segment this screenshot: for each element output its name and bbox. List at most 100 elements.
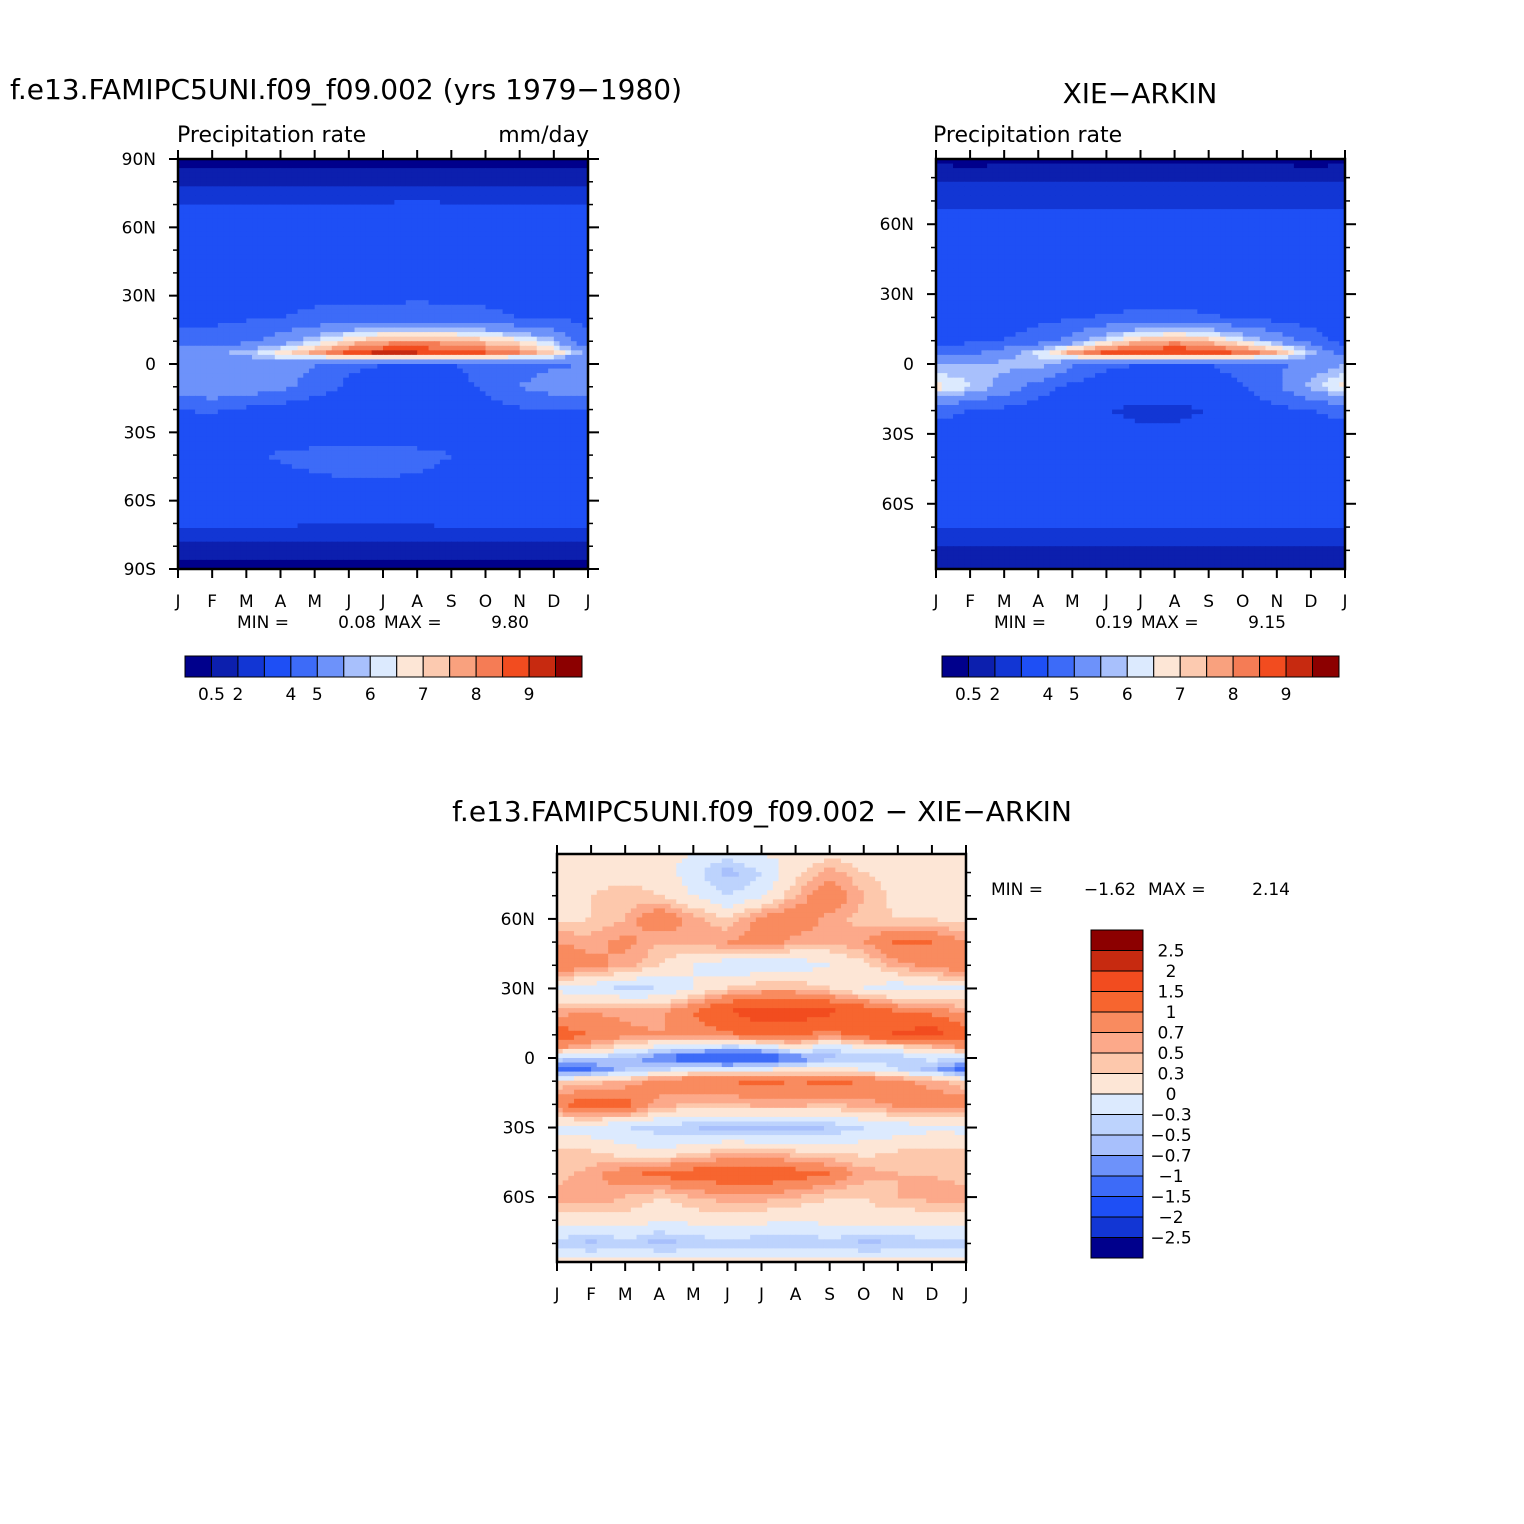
- contour-cell: [218, 291, 224, 296]
- contour-cell: [406, 305, 412, 310]
- contour-cell: [571, 305, 577, 310]
- contour-cell: [258, 268, 264, 273]
- contour-cell: [212, 309, 218, 314]
- contour-cell: [434, 300, 440, 305]
- contour-cell: [337, 209, 343, 214]
- contour-cell: [480, 255, 486, 260]
- contour-cell: [377, 214, 383, 219]
- contour-cell: [457, 305, 463, 310]
- contour-cell: [480, 250, 486, 255]
- contour-cell: [560, 168, 566, 173]
- contour-cell: [275, 209, 281, 214]
- contour-cell: [315, 218, 321, 223]
- contour-cell: [389, 214, 395, 219]
- contour-cell: [372, 173, 378, 178]
- contour-cell: [560, 173, 566, 178]
- contour-cell: [263, 246, 269, 251]
- contour-cell: [571, 255, 577, 260]
- contour-cell: [241, 246, 247, 251]
- contour-cell: [577, 200, 583, 205]
- contour-cell: [212, 268, 218, 273]
- contour-cell: [184, 168, 190, 173]
- contour-cell: [292, 177, 298, 182]
- contour-cell: [491, 300, 497, 305]
- contour-cell: [457, 246, 463, 251]
- contour-cell: [423, 177, 429, 182]
- contour-cell: [355, 305, 361, 310]
- contour-cell: [434, 200, 440, 205]
- contour-cell: [542, 300, 548, 305]
- contour-cell: [360, 241, 366, 246]
- contour-cell: [320, 273, 326, 278]
- contour-cell: [224, 246, 230, 251]
- contour-cell: [423, 309, 429, 314]
- contour-cell: [303, 205, 309, 210]
- contour-cell: [343, 296, 349, 301]
- contour-cell: [252, 305, 258, 310]
- contour-cell: [383, 282, 389, 287]
- contour-cell: [355, 268, 361, 273]
- contour-cell: [434, 309, 440, 314]
- contour-cell: [463, 218, 469, 223]
- contour-cell: [565, 186, 571, 191]
- contour-cell: [349, 305, 355, 310]
- contour-cell: [417, 305, 423, 310]
- contour-cell: [571, 173, 577, 178]
- contour-cell: [320, 182, 326, 187]
- contour-cell: [241, 200, 247, 205]
- contour-cell: [218, 241, 224, 246]
- contour-cell: [195, 205, 201, 210]
- contour-cell: [298, 223, 304, 228]
- contour-cell: [212, 200, 218, 205]
- contour-cell: [229, 200, 235, 205]
- contour-cell: [189, 287, 195, 292]
- contour-cell: [491, 173, 497, 178]
- contour-cell: [537, 300, 543, 305]
- contour-cell: [480, 200, 486, 205]
- contour-cell: [360, 177, 366, 182]
- contour-cell: [389, 287, 395, 292]
- contour-cell: [417, 255, 423, 260]
- contour-cell: [411, 287, 417, 292]
- contour-cell: [508, 205, 514, 210]
- contour-cell: [286, 164, 292, 169]
- contour-cell: [315, 305, 321, 310]
- contour-cell: [389, 268, 395, 273]
- contour-cell: [332, 205, 338, 210]
- contour-cell: [577, 250, 583, 255]
- contour-cell: [463, 236, 469, 241]
- contour-cell: [332, 264, 338, 269]
- contour-cell: [337, 191, 343, 196]
- contour-cell: [491, 200, 497, 205]
- contour-cell: [332, 182, 338, 187]
- contour-cell: [577, 177, 583, 182]
- contour-cell: [218, 227, 224, 232]
- contour-cell: [360, 236, 366, 241]
- contour-cell: [275, 250, 281, 255]
- contour-cell: [451, 191, 457, 196]
- contour-cell: [451, 164, 457, 169]
- contour-cell: [411, 250, 417, 255]
- contour-cell: [366, 200, 372, 205]
- contour-cell: [486, 250, 492, 255]
- contour-cell: [206, 223, 212, 228]
- contour-cell: [337, 305, 343, 310]
- contour-cell: [520, 273, 526, 278]
- contour-cell: [360, 232, 366, 237]
- contour-cell: [525, 268, 531, 273]
- contour-cell: [258, 236, 264, 241]
- contour-cell: [463, 191, 469, 196]
- contour-cell: [531, 287, 537, 292]
- contour-cell: [440, 209, 446, 214]
- contour-cell: [298, 182, 304, 187]
- contour-cell: [184, 241, 190, 246]
- contour-cell: [229, 241, 235, 246]
- contour-cell: [480, 227, 486, 232]
- contour-cell: [537, 173, 543, 178]
- contour-cell: [383, 246, 389, 251]
- contour-cell: [286, 287, 292, 292]
- contour-cell: [411, 277, 417, 282]
- contour-cell: [542, 209, 548, 214]
- contour-cell: [486, 209, 492, 214]
- contour-cell: [525, 291, 531, 296]
